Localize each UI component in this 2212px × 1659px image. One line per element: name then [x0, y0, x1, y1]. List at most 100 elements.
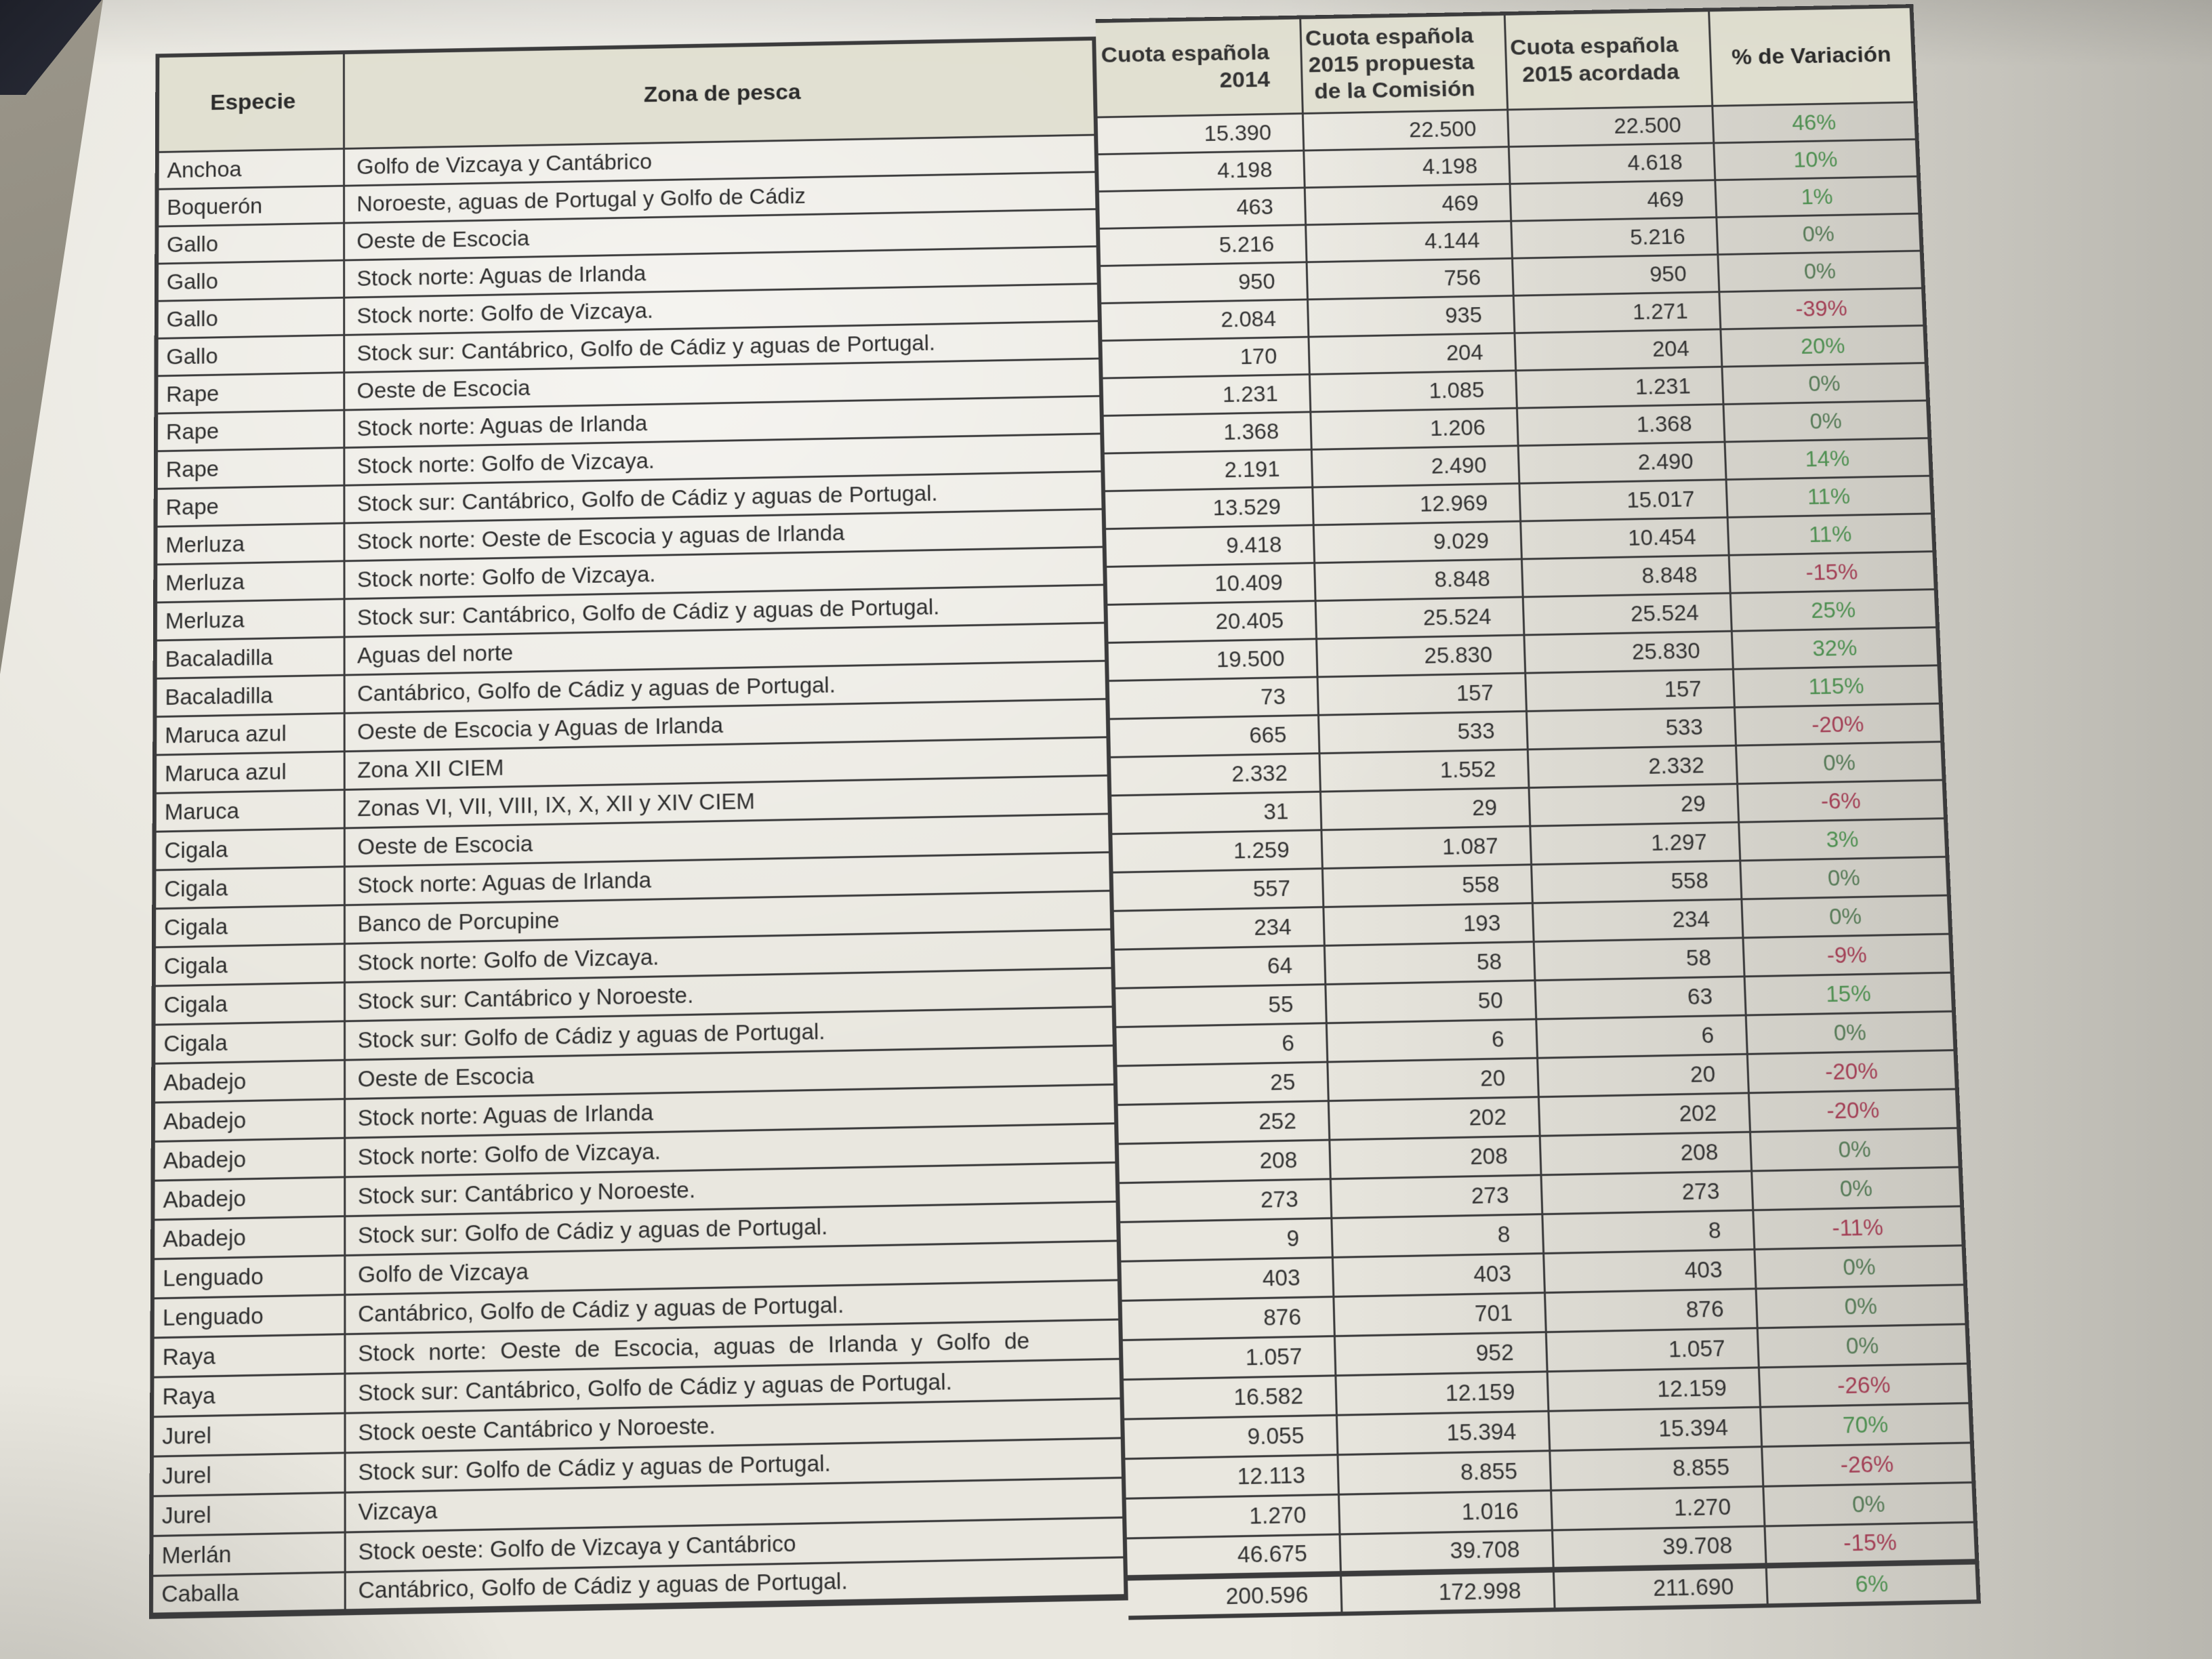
- especie-cell: Jurel: [151, 1412, 345, 1456]
- cuota-2015-acordada-cell: 5.216: [1511, 217, 1718, 258]
- cuota-2015-acordada-cell: 12.159: [1547, 1367, 1760, 1411]
- especie-cell: Bacaladilla: [155, 674, 344, 717]
- cuota-2015-acordada-cell: 25.524: [1522, 592, 1732, 635]
- variacion-cell: -9%: [1742, 933, 1952, 977]
- cuota-2015-propuesta-cell: 4.198: [1303, 146, 1510, 188]
- especie-cell: Anchoa: [157, 148, 344, 189]
- total-cuota-2015-acordada-cell: 211.690: [1553, 1565, 1767, 1610]
- cuota-2014-cell: 25: [1117, 1061, 1328, 1105]
- cuota-2014-cell: 13.529: [1105, 487, 1313, 529]
- variacion-cell: 15%: [1744, 972, 1954, 1015]
- cuota-2014-cell: 5.216: [1099, 224, 1307, 266]
- especie-cell: Abadejo: [152, 1099, 345, 1142]
- cuota-2015-acordada-cell: 1.057: [1545, 1328, 1759, 1372]
- cuota-2014-cell: 64: [1114, 945, 1326, 988]
- variacion-cell: 3%: [1738, 818, 1948, 861]
- cuota-2015-acordada-cell: 558: [1531, 860, 1742, 903]
- cuota-2014-cell: 463: [1099, 187, 1306, 228]
- cuota-2014-cell: 1.231: [1103, 373, 1311, 416]
- especie-cell: Merluza: [155, 560, 344, 602]
- especie-cell: Lenguado: [152, 1255, 345, 1298]
- cuota-2015-propuesta-cell: 193: [1323, 903, 1534, 945]
- cuota-2015-propuesta-cell: 202: [1328, 1097, 1540, 1140]
- cuota-2015-propuesta-cell: 6: [1326, 1019, 1538, 1062]
- variacion-cell: -6%: [1737, 779, 1946, 822]
- especie-cell: Abadejo: [152, 1137, 345, 1181]
- cuota-2015-acordada-cell: 63: [1534, 976, 1746, 1019]
- header-especie: Especie: [157, 52, 344, 152]
- header-cuota-2014: Cuota española 2014: [1095, 17, 1303, 117]
- variacion-cell: 0%: [1757, 1324, 1969, 1368]
- header-zona-de-pesca: Zona de pesca: [343, 38, 1097, 148]
- especie-cell: Rape: [155, 447, 344, 489]
- cuota-2014-cell: 876: [1122, 1296, 1334, 1340]
- variacion-cell: 0%: [1745, 1010, 1956, 1054]
- cuota-2015-acordada-cell: 8: [1542, 1210, 1755, 1253]
- variacion-cell: 0%: [1740, 856, 1949, 899]
- especie-cell: Cigala: [154, 866, 344, 909]
- variacion-cell: 70%: [1759, 1402, 1972, 1447]
- cuota-2015-acordada-cell: 39.708: [1551, 1525, 1766, 1570]
- cuota-2015-acordada-cell: 403: [1543, 1249, 1756, 1293]
- variacion-cell: 25%: [1729, 589, 1938, 631]
- cuota-2015-acordada-cell: 208: [1539, 1131, 1752, 1175]
- cuota-2014-cell: 15.390: [1097, 112, 1304, 155]
- variacion-cell: 11%: [1727, 513, 1935, 555]
- cuota-2015-propuesta-cell: 39.708: [1339, 1530, 1553, 1574]
- cuota-2014-cell: 208: [1118, 1139, 1330, 1183]
- especie-cell: Gallo: [156, 260, 344, 301]
- especie-cell: Raya: [152, 1334, 345, 1377]
- cuota-2015-acordada-cell: 8.848: [1521, 554, 1730, 597]
- cuota-2015-propuesta-cell: 756: [1306, 258, 1513, 300]
- especie-cell: Cigala: [153, 1021, 345, 1064]
- cuota-2015-acordada-cell: 2.490: [1517, 441, 1726, 483]
- species-zone-body: Anchoa Golfo de Vizcaya y Cantábrico Boque…: [150, 134, 1126, 1616]
- cuota-2015-propuesta-cell: 701: [1333, 1292, 1546, 1336]
- cuota-2014-cell: 273: [1119, 1179, 1332, 1222]
- cuota-2015-propuesta-cell: 12.969: [1312, 483, 1521, 525]
- especie-cell: Maruca: [154, 789, 344, 832]
- cuota-2015-acordada-cell: 1.270: [1551, 1486, 1765, 1530]
- especie-cell: Caballa: [150, 1572, 345, 1616]
- cuota-2014-cell: 2.332: [1111, 753, 1320, 796]
- cuota-2015-propuesta-cell: 22.500: [1302, 109, 1509, 150]
- especie-cell: Jurel: [151, 1452, 345, 1496]
- cuota-2015-propuesta-cell: 8: [1331, 1214, 1544, 1257]
- especie-cell: Rape: [155, 485, 344, 527]
- cuota-2014-cell: 46.675: [1126, 1534, 1340, 1578]
- variacion-cell: -20%: [1746, 1050, 1957, 1093]
- cuota-2015-propuesta-cell: 469: [1304, 183, 1511, 225]
- cuota-2015-propuesta-cell: 58: [1324, 941, 1535, 985]
- cuota-2015-propuesta-cell: 273: [1330, 1174, 1542, 1218]
- species-zone-table: Especie Zona de pesca Anchoa Golfo de Viz…: [148, 36, 1128, 1619]
- cuota-2014-cell: 1.259: [1112, 830, 1322, 872]
- cuota-2015-propuesta-cell: 935: [1307, 295, 1515, 337]
- cuota-2015-propuesta-cell: 558: [1322, 864, 1532, 907]
- cuota-2015-propuesta-cell: 8.848: [1314, 558, 1523, 601]
- cuota-2015-acordada-cell: 876: [1544, 1288, 1757, 1332]
- cuota-2014-cell: 234: [1113, 906, 1324, 949]
- cuota-2014-cell: 73: [1109, 676, 1318, 719]
- cuota-2015-acordada-cell: 234: [1532, 899, 1743, 942]
- variacion-cell: 0%: [1754, 1245, 1965, 1289]
- cuota-2014-cell: 12.113: [1125, 1454, 1338, 1498]
- cuota-2015-propuesta-cell: 1.087: [1321, 825, 1532, 869]
- cuota-2015-acordada-cell: 469: [1509, 180, 1717, 221]
- cuota-2014-cell: 1.270: [1126, 1494, 1340, 1538]
- cuota-2015-propuesta-cell: 15.394: [1336, 1410, 1550, 1455]
- cuota-2014-cell: 252: [1118, 1100, 1330, 1144]
- cuota-2015-acordada-cell: 273: [1540, 1170, 1753, 1214]
- cuota-2014-cell: 9: [1120, 1218, 1332, 1261]
- cuota-2015-acordada-cell: 204: [1514, 329, 1722, 371]
- total-variacion-cell: 6%: [1765, 1561, 1979, 1606]
- variacion-cell: -26%: [1761, 1442, 1974, 1486]
- header-row: Cuota española 2014 Cuota española 2015 …: [1095, 5, 1916, 117]
- cuota-2015-acordada-cell: 15.394: [1548, 1406, 1762, 1451]
- variacion-cell: -15%: [1764, 1521, 1978, 1566]
- variacion-cell: 10%: [1713, 138, 1919, 180]
- cuota-2015-acordada-cell: 1.231: [1515, 366, 1723, 408]
- especie-cell: Gallo: [156, 297, 344, 338]
- cuota-2014-cell: 4.198: [1098, 150, 1305, 192]
- especie-cell: Merluza: [155, 598, 344, 640]
- variacion-cell: 0%: [1723, 400, 1930, 442]
